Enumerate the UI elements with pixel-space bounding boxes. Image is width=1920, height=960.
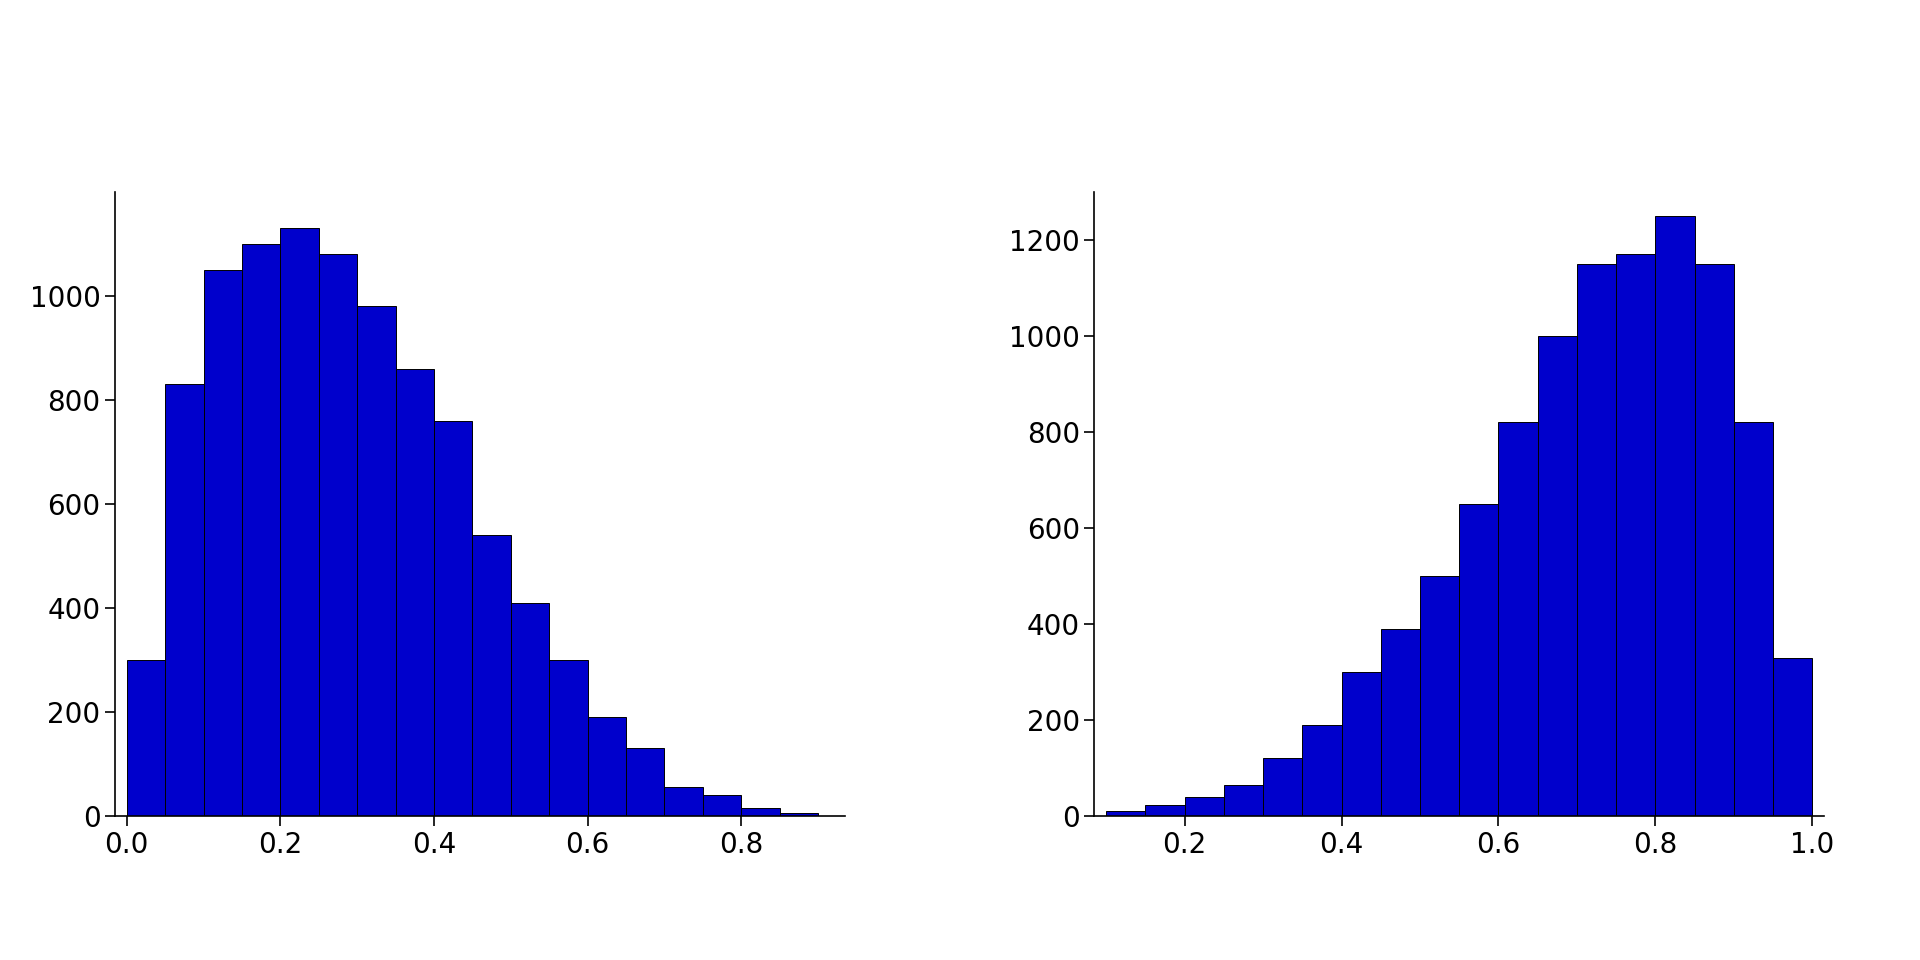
Bar xyxy=(1185,797,1223,816)
Bar xyxy=(1106,811,1146,816)
Bar xyxy=(1421,576,1459,816)
Bar xyxy=(1772,658,1812,816)
Bar xyxy=(780,813,818,816)
Bar xyxy=(741,808,780,816)
Bar xyxy=(1655,216,1695,816)
Bar xyxy=(588,717,626,816)
Bar xyxy=(626,749,664,816)
Bar xyxy=(1538,336,1576,816)
Bar xyxy=(396,369,434,816)
Bar xyxy=(1263,758,1302,816)
Bar xyxy=(1734,422,1772,816)
Bar xyxy=(1342,672,1380,816)
Bar xyxy=(1617,254,1655,816)
Bar xyxy=(319,254,357,816)
Bar xyxy=(204,270,242,816)
Bar xyxy=(127,660,165,816)
Bar xyxy=(549,660,588,816)
Bar xyxy=(165,384,204,816)
Bar xyxy=(1695,264,1734,816)
Bar xyxy=(242,244,280,816)
Bar xyxy=(1459,504,1498,816)
Bar xyxy=(357,306,396,816)
Bar xyxy=(434,420,472,816)
Bar xyxy=(280,228,319,816)
Bar xyxy=(511,603,549,816)
Bar xyxy=(1498,422,1538,816)
Bar xyxy=(1576,264,1617,816)
Bar xyxy=(1223,785,1263,816)
Bar xyxy=(472,536,511,816)
Bar xyxy=(1302,725,1342,816)
Bar xyxy=(1380,629,1421,816)
Bar xyxy=(664,787,703,816)
Bar xyxy=(703,795,741,816)
Bar xyxy=(1146,805,1185,816)
